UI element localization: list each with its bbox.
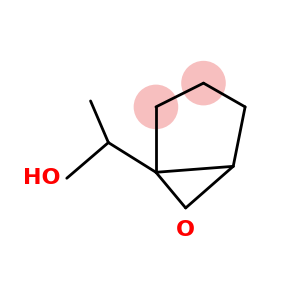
Circle shape — [134, 85, 178, 129]
Circle shape — [181, 61, 226, 105]
Text: HO: HO — [23, 168, 61, 188]
Text: O: O — [176, 220, 195, 240]
